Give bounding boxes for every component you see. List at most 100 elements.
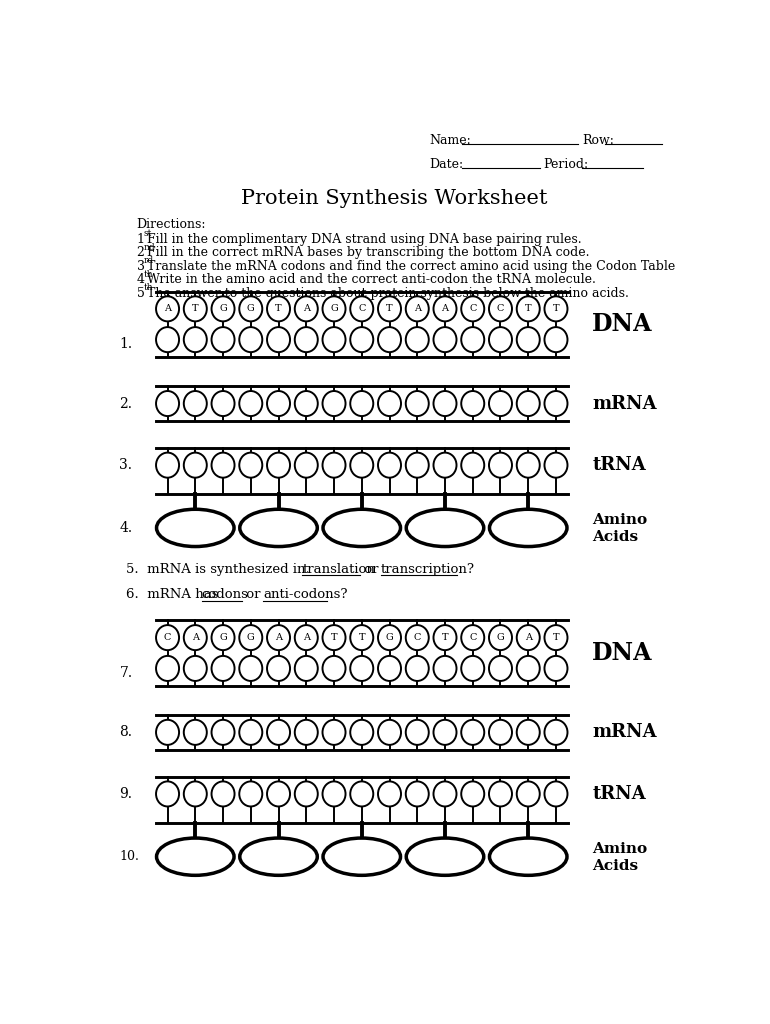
Ellipse shape <box>406 781 429 807</box>
Text: or: or <box>360 562 383 575</box>
Ellipse shape <box>378 327 401 352</box>
Ellipse shape <box>184 656 207 681</box>
Ellipse shape <box>490 838 567 876</box>
Text: A: A <box>303 304 310 313</box>
Text: A: A <box>524 633 532 642</box>
Ellipse shape <box>212 656 235 681</box>
Ellipse shape <box>489 296 512 322</box>
Text: G: G <box>497 633 504 642</box>
Ellipse shape <box>156 391 179 416</box>
Text: C: C <box>413 633 421 642</box>
Text: DNA: DNA <box>592 312 653 336</box>
Text: T: T <box>359 633 365 642</box>
Ellipse shape <box>461 720 484 744</box>
Text: A: A <box>192 633 199 642</box>
Text: Translate the mRNA codons and find the correct amino acid using the Codon Table: Translate the mRNA codons and find the c… <box>147 259 675 272</box>
Ellipse shape <box>489 781 512 807</box>
Text: 8.: 8. <box>119 725 132 739</box>
Text: transcription?: transcription? <box>380 562 474 575</box>
Ellipse shape <box>156 509 234 547</box>
Ellipse shape <box>350 656 373 681</box>
Ellipse shape <box>323 453 346 477</box>
Ellipse shape <box>267 391 290 416</box>
Text: T: T <box>330 633 337 642</box>
Text: Row:: Row: <box>582 134 614 146</box>
Text: st: st <box>143 229 152 239</box>
Text: 5: 5 <box>136 287 145 299</box>
Ellipse shape <box>406 720 429 744</box>
Ellipse shape <box>517 391 540 416</box>
Text: DNA: DNA <box>592 641 653 665</box>
Text: 2.: 2. <box>119 396 132 411</box>
Ellipse shape <box>544 625 567 650</box>
Ellipse shape <box>295 625 318 650</box>
Ellipse shape <box>184 453 207 477</box>
Ellipse shape <box>489 720 512 744</box>
Text: tRNA: tRNA <box>592 785 646 803</box>
Ellipse shape <box>544 781 567 807</box>
Ellipse shape <box>461 391 484 416</box>
Text: Acids: Acids <box>592 859 638 872</box>
Text: 7.: 7. <box>119 667 132 680</box>
Text: 4: 4 <box>136 273 145 286</box>
Text: T: T <box>553 304 559 313</box>
Text: C: C <box>469 304 477 313</box>
Ellipse shape <box>295 296 318 322</box>
Ellipse shape <box>323 509 400 547</box>
Ellipse shape <box>323 720 346 744</box>
Ellipse shape <box>295 720 318 744</box>
Ellipse shape <box>239 838 317 876</box>
Ellipse shape <box>239 453 263 477</box>
Ellipse shape <box>156 656 179 681</box>
Ellipse shape <box>295 781 318 807</box>
Text: mRNA: mRNA <box>592 723 657 741</box>
Ellipse shape <box>544 327 567 352</box>
Ellipse shape <box>267 453 290 477</box>
Text: 2: 2 <box>136 246 145 259</box>
Ellipse shape <box>212 327 235 352</box>
Ellipse shape <box>323 781 346 807</box>
Text: T: T <box>442 633 448 642</box>
Ellipse shape <box>434 453 457 477</box>
Text: G: G <box>386 633 393 642</box>
Ellipse shape <box>156 327 179 352</box>
Ellipse shape <box>156 296 179 322</box>
Text: th: th <box>143 283 153 292</box>
Ellipse shape <box>239 327 263 352</box>
Text: codons: codons <box>202 588 249 601</box>
Ellipse shape <box>406 656 429 681</box>
Ellipse shape <box>406 625 429 650</box>
Ellipse shape <box>544 720 567 744</box>
Ellipse shape <box>461 296 484 322</box>
Ellipse shape <box>378 656 401 681</box>
Text: A: A <box>275 633 282 642</box>
Ellipse shape <box>267 781 290 807</box>
Text: or: or <box>242 588 265 601</box>
Text: 10.: 10. <box>119 850 139 863</box>
Text: C: C <box>358 304 366 313</box>
Ellipse shape <box>544 296 567 322</box>
Text: Protein Synthesis Worksheet: Protein Synthesis Worksheet <box>241 189 548 208</box>
Ellipse shape <box>434 625 457 650</box>
Ellipse shape <box>212 453 235 477</box>
Ellipse shape <box>490 509 567 547</box>
Ellipse shape <box>434 391 457 416</box>
Ellipse shape <box>350 391 373 416</box>
Ellipse shape <box>239 781 263 807</box>
Text: A: A <box>413 304 420 313</box>
Ellipse shape <box>461 453 484 477</box>
Ellipse shape <box>350 781 373 807</box>
Ellipse shape <box>156 838 234 876</box>
Text: G: G <box>247 633 255 642</box>
Ellipse shape <box>295 327 318 352</box>
Ellipse shape <box>267 720 290 744</box>
Ellipse shape <box>489 625 512 650</box>
Ellipse shape <box>434 327 457 352</box>
Ellipse shape <box>239 296 263 322</box>
Text: A: A <box>441 304 448 313</box>
Ellipse shape <box>212 296 235 322</box>
Ellipse shape <box>267 327 290 352</box>
Ellipse shape <box>295 453 318 477</box>
Ellipse shape <box>517 453 540 477</box>
Ellipse shape <box>350 720 373 744</box>
